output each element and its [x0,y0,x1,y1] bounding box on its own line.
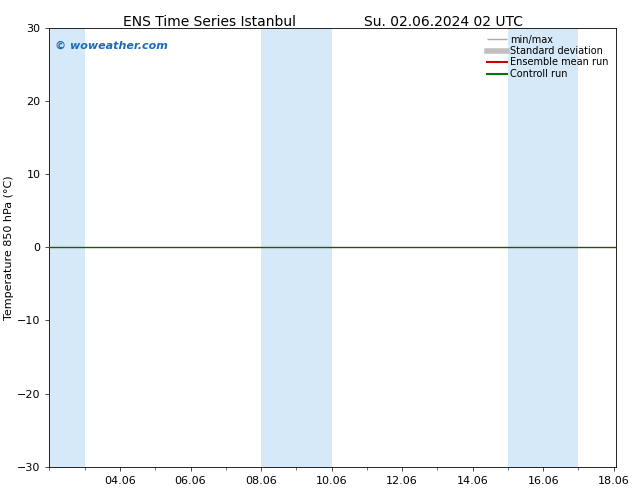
Bar [543,28,578,467]
Text: ENS Time Series Istanbul: ENS Time Series Istanbul [123,15,295,29]
Text: Su. 02.06.2024 02 UTC: Su. 02.06.2024 02 UTC [365,15,523,29]
Text: © woweather.com: © woweather.com [55,41,168,51]
Bar [261,28,296,467]
Bar [508,28,543,467]
Legend: min/max, Standard deviation, Ensemble mean run, Controll run: min/max, Standard deviation, Ensemble me… [483,31,613,83]
Bar [49,28,85,467]
Y-axis label: Temperature 850 hPa (°C): Temperature 850 hPa (°C) [4,175,14,319]
Bar [296,28,332,467]
